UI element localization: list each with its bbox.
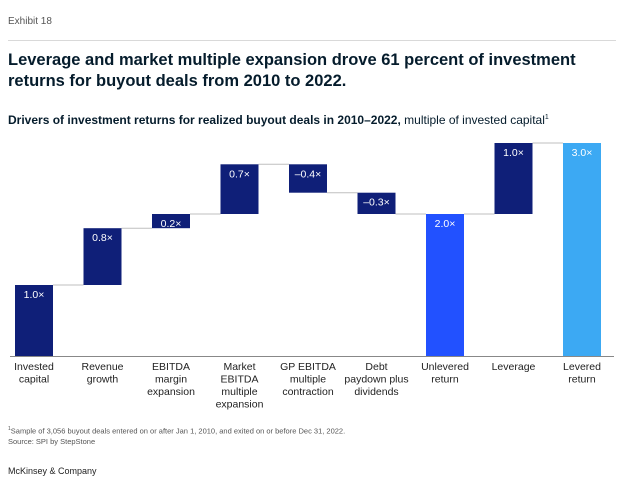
value-label-8: 1.0× (503, 147, 524, 159)
category-label-5: GP EBITDA multiple contraction (280, 361, 336, 398)
category-label-line: contraction (282, 386, 334, 398)
bar-4 (220, 164, 259, 214)
category-label-line: return (431, 374, 459, 386)
category-label-6: Debt paydown plus dividends (344, 361, 408, 398)
value-label-7: 2.0× (435, 218, 456, 230)
subtitle-unit: multiple of invested capital (400, 113, 545, 127)
category-label-line: Market (223, 361, 255, 373)
category-label-line: Debt (365, 361, 387, 373)
value-label-3: 0.2× (161, 218, 182, 230)
bar-6 (357, 192, 396, 214)
subtitle-bold: Drivers of investment returns for realiz… (8, 113, 401, 127)
footnote: 1Sample of 3,056 buyout deals entered on… (8, 424, 345, 447)
category-label-line: multiple (221, 386, 257, 398)
value-label-9: 3.0× (572, 147, 593, 159)
category-label-line: growth (87, 374, 119, 386)
value-label-2: 0.8× (92, 232, 113, 244)
footnote-sample: 1Sample of 3,056 buyout deals entered on… (8, 424, 345, 437)
category-label-line: margin (155, 374, 187, 386)
category-label-3: EBITDA margin expansion (147, 361, 195, 398)
category-label-1: Invested capital (14, 361, 54, 386)
category-label-line: Invested (14, 361, 54, 373)
category-label-line: capital (19, 374, 49, 386)
category-label-line: paydown plus (344, 374, 408, 386)
subtitle-footnote-mark: 1 (544, 114, 549, 121)
category-label-4: Market EBITDA multiple expansion (216, 361, 264, 411)
bar-2 (83, 228, 122, 285)
bar-9 (563, 143, 601, 356)
top-divider (8, 40, 616, 41)
category-label-line: multiple (290, 374, 326, 386)
category-label-line: Levered (563, 361, 601, 373)
category-label-line: dividends (354, 386, 398, 398)
chart-headline: Leverage and market multiple expansion d… (8, 51, 576, 90)
waterfall-chart: 1.0× Invested capital 0.8× Revenue growth 0.2×… (10, 142, 614, 411)
value-label-5: –0.4× (295, 168, 322, 180)
category-label-line: EBITDA (152, 361, 190, 373)
category-label-9: Levered return (563, 361, 601, 386)
footnote-sample-text: Sample of 3,056 buyout deals entered on … (10, 426, 346, 436)
category-label-line: EBITDA (221, 374, 259, 386)
category-label-2: Revenue growth (81, 361, 123, 386)
footnote-mark: 1 (8, 426, 11, 432)
bar-1 (15, 285, 53, 356)
brand-logo-text: McKinsey & Company (8, 466, 97, 476)
category-label-line: Unlevered (421, 361, 469, 373)
chart-subtitle: Drivers of investment returns for realiz… (8, 110, 618, 128)
value-label-6: –0.3× (363, 197, 390, 209)
category-label-line: return (568, 374, 596, 386)
bar-5 (289, 164, 327, 193)
category-label-line: expansion (147, 386, 195, 398)
footnote-source: Source: SPI by StepStone (8, 436, 96, 446)
bar-3 (152, 214, 190, 229)
category-label-7: Unlevered return (421, 361, 469, 386)
category-label-line: Leverage (492, 361, 536, 373)
category-label-line: expansion (216, 399, 264, 411)
exhibit-label: Exhibit 18 (8, 16, 52, 27)
bar-8 (494, 143, 533, 214)
category-label-8: Leverage (492, 361, 536, 373)
category-label-line: GP EBITDA (280, 361, 336, 373)
bar-7 (426, 214, 464, 356)
category-label-line: Revenue (81, 361, 123, 373)
value-label-4: 0.7× (229, 168, 250, 180)
value-label-1: 1.0× (24, 289, 45, 301)
